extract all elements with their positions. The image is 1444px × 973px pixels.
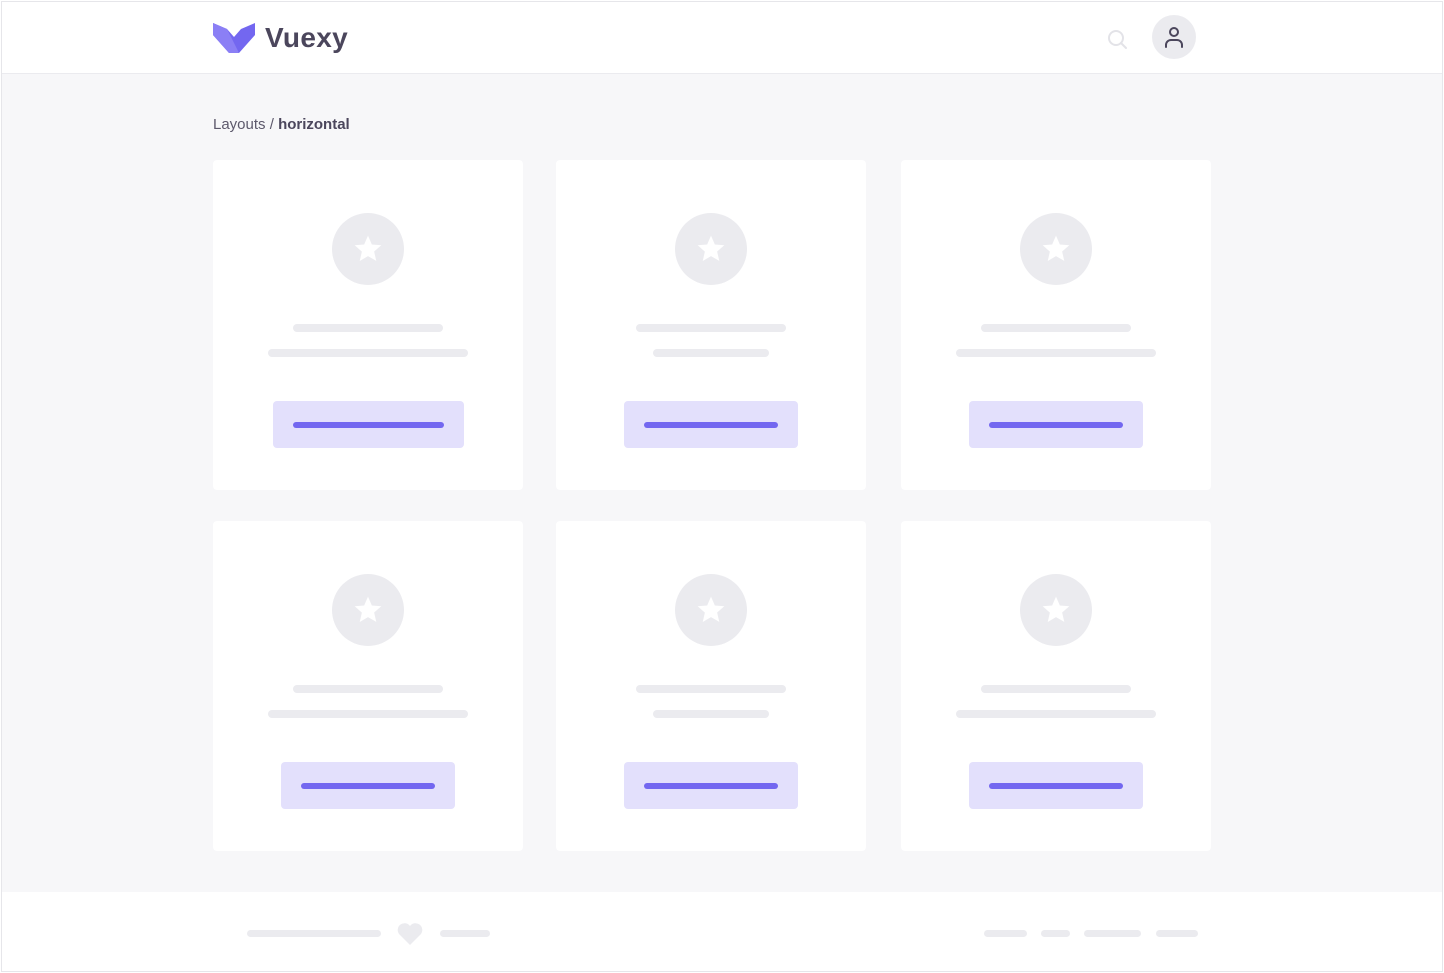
placeholder-card <box>556 521 866 851</box>
star-icon <box>354 596 382 622</box>
search-icon[interactable] <box>1106 28 1128 50</box>
footer-link-placeholder[interactable] <box>1156 930 1198 937</box>
card-avatar <box>675 213 747 285</box>
placeholder-card <box>556 160 866 490</box>
text-placeholder <box>981 324 1131 332</box>
text-placeholder <box>653 349 769 357</box>
footer-placeholder <box>440 930 490 937</box>
footer-placeholder <box>247 930 381 937</box>
text-placeholder <box>956 349 1156 357</box>
card-button[interactable] <box>272 401 464 448</box>
card-avatar <box>1020 213 1092 285</box>
placeholder-card <box>213 521 523 851</box>
text-placeholder <box>293 685 443 693</box>
text-placeholder <box>653 710 769 718</box>
footer-link-placeholder[interactable] <box>1041 930 1070 937</box>
text-placeholder <box>981 685 1131 693</box>
text-placeholder <box>956 710 1156 718</box>
card-button[interactable] <box>969 401 1143 448</box>
heart-icon <box>397 923 423 945</box>
footer <box>2 892 1442 971</box>
text-placeholder <box>268 349 468 357</box>
user-icon <box>1165 27 1183 48</box>
star-icon <box>697 596 725 622</box>
star-icon <box>697 235 725 261</box>
text-placeholder <box>636 324 786 332</box>
card-button[interactable] <box>281 762 455 809</box>
card-button[interactable] <box>624 401 798 448</box>
star-icon <box>1042 235 1070 261</box>
card-avatar <box>332 574 404 646</box>
placeholder-card <box>213 160 523 490</box>
vuexy-logo-icon <box>213 23 255 53</box>
card-avatar <box>675 574 747 646</box>
top-navbar: Vuexy <box>2 2 1442 74</box>
text-placeholder <box>636 685 786 693</box>
breadcrumb-parent[interactable]: Layouts <box>213 116 266 133</box>
user-avatar-button[interactable] <box>1152 15 1196 59</box>
text-placeholder <box>268 710 468 718</box>
footer-link-placeholder[interactable] <box>1084 930 1141 937</box>
star-icon <box>1042 596 1070 622</box>
breadcrumb-separator: / <box>265 116 279 133</box>
brand-name[interactable]: Vuexy <box>265 22 348 53</box>
breadcrumb-current: horizontal <box>278 116 350 133</box>
placeholder-card <box>901 521 1211 851</box>
text-placeholder <box>293 324 443 332</box>
card-avatar <box>332 213 404 285</box>
card-avatar <box>1020 574 1092 646</box>
breadcrumb: Layouts / horizontal <box>213 116 350 133</box>
card-button[interactable] <box>624 762 798 809</box>
placeholder-card <box>901 160 1211 490</box>
card-button[interactable] <box>969 762 1143 809</box>
footer-link-placeholder[interactable] <box>984 930 1027 937</box>
star-icon <box>354 235 382 261</box>
